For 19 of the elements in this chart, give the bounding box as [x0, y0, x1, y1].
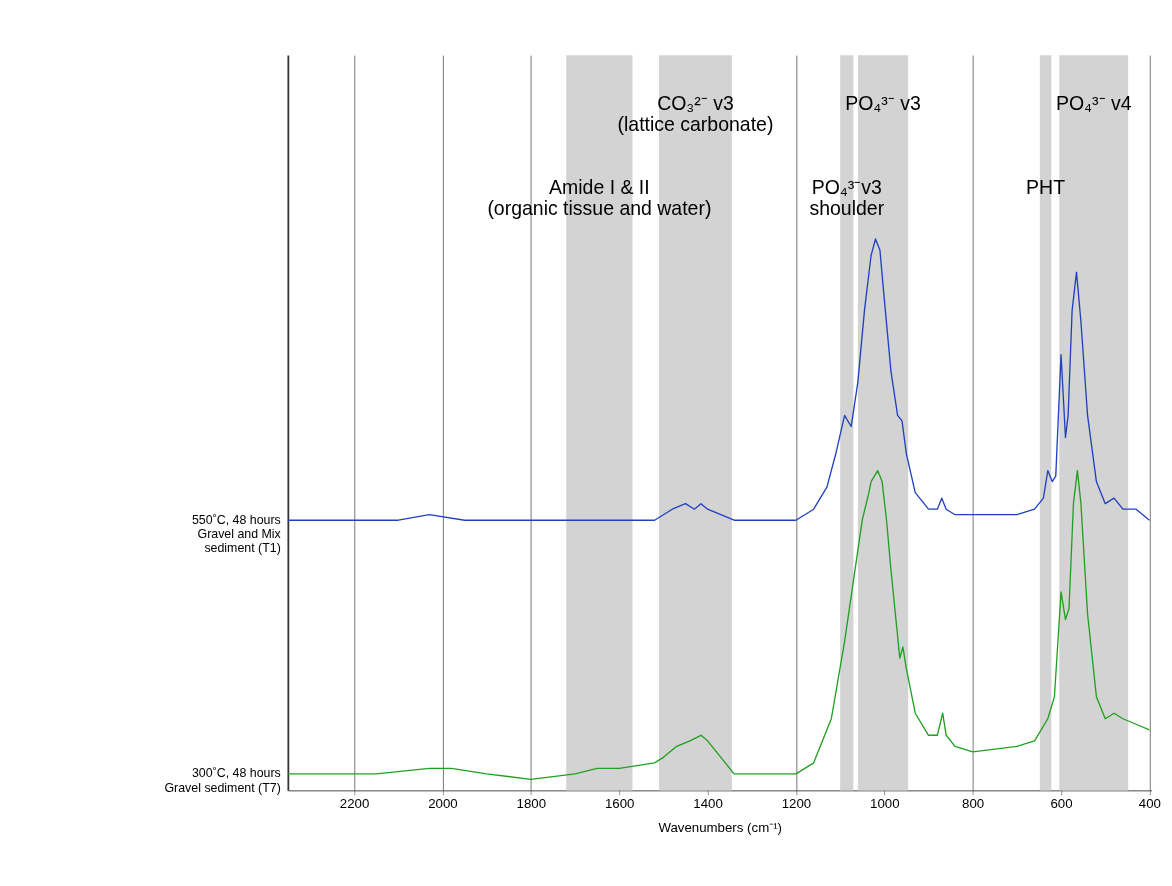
- band-label: Amide I & II (organic tissue and water): [487, 176, 712, 220]
- x-tick-label: 1600: [604, 795, 635, 811]
- x-tick-label: 1400: [693, 795, 723, 811]
- band-label: PO₄³⁻v3 shoulder: [809, 176, 885, 220]
- band-label: PO₄³⁻ v4: [1055, 92, 1132, 115]
- x-tick-label: 600: [1050, 795, 1073, 811]
- x-tick-label: 1200: [781, 795, 812, 811]
- band-label: CO₃²⁻ v3 (lattice carbonate): [617, 92, 774, 136]
- series-label: 550˚C, 48 hours Gravel and Mix sediment (T1): [191, 512, 282, 556]
- x-tick-label: 2000: [428, 795, 458, 811]
- band-label: PO₄³⁻ v3: [845, 92, 921, 115]
- series-label: 300˚C, 48 hours Gravel sediment (T7): [164, 766, 281, 795]
- x-tick-label: 800: [962, 795, 985, 811]
- x-tick-label: 2200: [339, 795, 370, 811]
- x-tick-label: 1800: [516, 795, 547, 811]
- x-tick-label: 400: [1138, 795, 1161, 811]
- x-axis-title: Wavenumbers (cm⁻¹): [658, 819, 783, 835]
- band-label: PHT: [1026, 176, 1066, 199]
- x-tick-label: 1000: [870, 795, 900, 811]
